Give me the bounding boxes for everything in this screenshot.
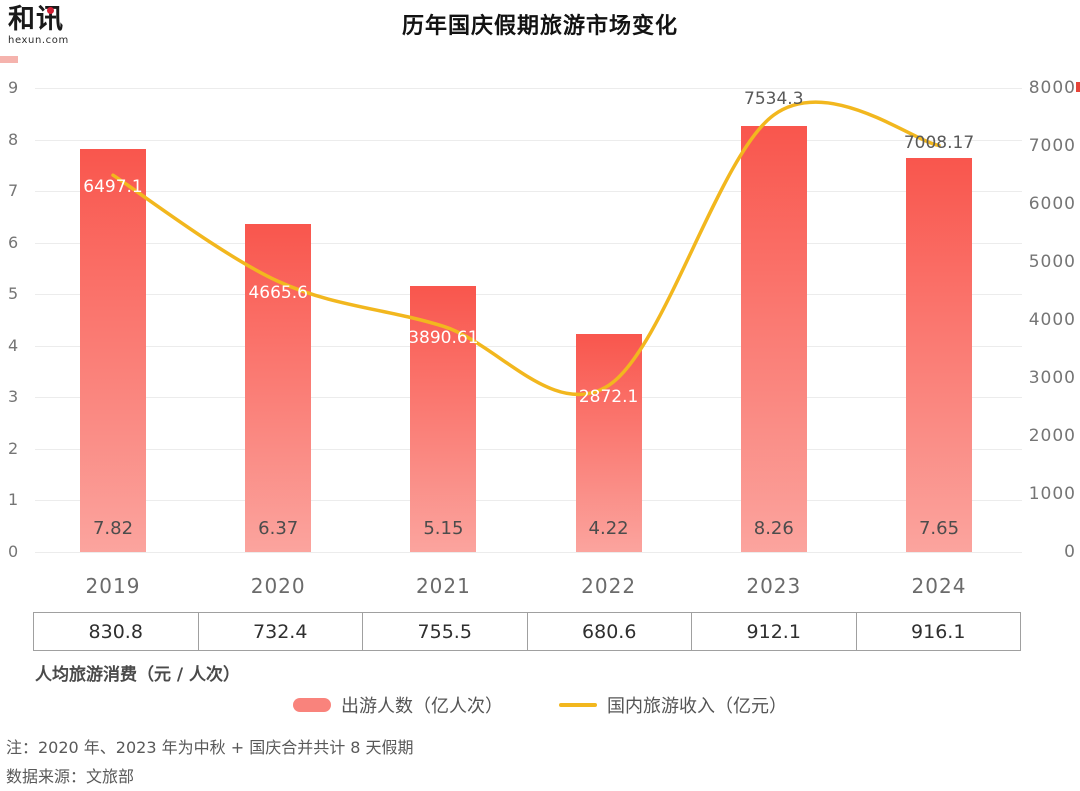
left-axis-tick: 4: [8, 335, 19, 355]
gridline: [35, 552, 1022, 553]
bar-swatch-icon: [293, 698, 331, 712]
gridline: [35, 448, 1022, 450]
left-axis-tick: 8: [8, 129, 19, 149]
left-axis-tick: 9: [8, 78, 19, 97]
line-swatch-icon: [559, 703, 597, 707]
legend-label: 国内旅游收入（亿元）: [607, 696, 787, 717]
line-value-label-2024: 7008.17: [903, 132, 975, 153]
red-fragment-right-edge: [1076, 82, 1080, 92]
chart-title: 历年国庆假期旅游市场变化: [401, 14, 678, 39]
gridline: [35, 294, 1022, 296]
right-axis-tick: 1000: [1028, 484, 1076, 504]
left-axis-tick: 7: [8, 181, 19, 201]
revenue-line: [111, 100, 941, 397]
right-axis-tick: 3000: [1028, 368, 1076, 388]
gridline: [35, 500, 1022, 502]
left-axis-tick: 5: [8, 284, 19, 304]
bar-2023: [740, 126, 807, 552]
right-axis-tick: 8000: [1028, 78, 1076, 98]
right-axis-tick: 4000: [1028, 310, 1076, 330]
bar-value-label-2024: 7.65: [918, 518, 960, 539]
table-cell-2024: 916.1: [911, 620, 966, 643]
table-cell-2020: 732.4: [199, 613, 363, 650]
bar-value-label-2023: 8.26: [753, 518, 794, 539]
line-value-label-2022: 2872.1: [578, 387, 639, 408]
bar-2019: [80, 148, 146, 552]
line-value-label-2020: 4665.6: [248, 283, 308, 304]
table-caption: 人均旅游消费（元 / 人次）: [35, 665, 241, 685]
x-axis-label-2021: 2021: [415, 574, 471, 598]
right-axis-tick: 0: [1064, 542, 1076, 562]
table-cell-2022: 680.6: [528, 613, 692, 650]
bar-2024: [906, 157, 972, 552]
left-axis-tick: 3: [8, 387, 19, 407]
right-axis-tick: 7000: [1028, 136, 1076, 156]
legend-label: 出游人数（亿人次）: [341, 696, 503, 717]
right-axis-tick: 6000: [1028, 194, 1076, 214]
right-axis-tick: 5000: [1028, 252, 1076, 272]
line-value-label-2023: 7534.3: [744, 89, 804, 109]
x-axis-label-2024: 2024: [911, 574, 967, 598]
notes: 注：2020 年、2023 年为中秋 + 国庆合并共计 8 天假期 数据来源：文…: [6, 733, 414, 791]
legend-item-revenue: 国内旅游收入（亿元）: [559, 692, 787, 718]
line-value-label-2019: 6497.1: [83, 177, 143, 198]
logo-url: hexun.com: [8, 35, 69, 46]
source-line: 数据来源：文旅部: [6, 767, 135, 786]
x-axis-label-2019: 2019: [85, 574, 141, 598]
x-axis-label-2023: 2023: [746, 574, 802, 598]
x-axis-label-2022: 2022: [581, 574, 637, 598]
note-line: 注：2020 年、2023 年为中秋 + 国庆合并共计 8 天假期: [6, 738, 414, 757]
legend-item-trips: 出游人数（亿人次）: [293, 692, 503, 718]
gridline: [35, 139, 1022, 141]
left-axis-tick: 6: [8, 232, 19, 252]
table-cell-2021: 755.5: [363, 613, 528, 650]
left-axis-tick: 2: [8, 438, 19, 458]
bar-value-label-2020: 6.37: [258, 518, 299, 539]
gridline: [35, 242, 1022, 244]
gridline: [35, 397, 1022, 399]
logo-red-dot: [47, 7, 54, 14]
gridline: [35, 191, 1022, 193]
red-fragment-left-edge: [0, 56, 18, 63]
line-value-label-2021: 3890.61: [408, 328, 479, 349]
left-axis-tick: 0: [8, 542, 19, 561]
hexun-logo: 和讯 hexun.com: [8, 6, 98, 47]
right-axis-tick: 2000: [1028, 426, 1076, 446]
gridline: [35, 88, 1022, 89]
bar-2021: [410, 286, 477, 552]
legend: 出游人数（亿人次） 国内旅游收入（亿元）: [0, 692, 1080, 718]
bar-value-label-2021: 5.15: [423, 518, 464, 539]
table-cell-2023: 912.1: [692, 613, 857, 650]
bar-2020: [245, 223, 312, 552]
gridline: [35, 345, 1022, 347]
per-capita-table: 830.8 732.4 755.5 680.6 912.1 916.1: [33, 612, 1021, 651]
table-cell-2019: 830.8: [34, 613, 199, 650]
bar-value-label-2022: 4.22: [588, 518, 629, 539]
left-axis-tick: 1: [8, 490, 19, 510]
bar-value-label-2019: 7.82: [92, 518, 134, 539]
x-axis-label-2020: 2020: [250, 574, 306, 598]
